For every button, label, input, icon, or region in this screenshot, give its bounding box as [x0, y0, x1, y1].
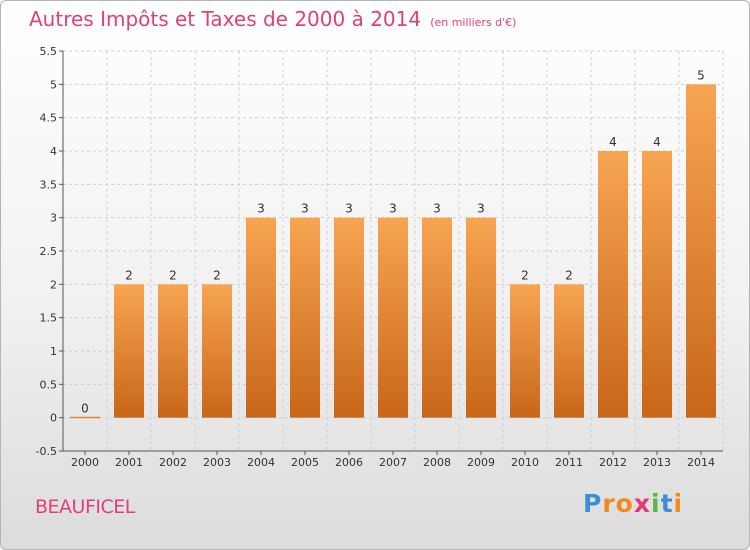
data-label-2000: 0	[81, 402, 89, 416]
data-label-2001: 2	[125, 268, 133, 282]
logo-letter: t	[660, 489, 674, 518]
bar-2013	[642, 151, 672, 418]
y-tick-label: 2	[50, 278, 57, 291]
title-row: Autres Impôts et Taxes de 2000 à 2014 (e…	[29, 7, 516, 31]
x-tick-label-2001: 2001	[115, 456, 143, 469]
bar-2014	[686, 84, 716, 418]
bar-2004	[246, 217, 276, 418]
y-tick-label: 5.5	[40, 45, 58, 58]
data-label-2002: 2	[169, 268, 177, 282]
location-name: BEAUFICEL	[35, 496, 135, 518]
chart-unit-note: (en milliers d'€)	[430, 16, 517, 29]
logo-letter: i	[651, 489, 661, 518]
y-tick-label: 1	[50, 345, 57, 358]
y-tick-label: 0.5	[40, 378, 58, 391]
x-tick-label-2009: 2009	[467, 456, 495, 469]
y-tick-label: 0	[50, 412, 57, 425]
x-tick-label-2004: 2004	[247, 456, 275, 469]
bar-2001	[114, 284, 144, 418]
data-label-2011: 2	[565, 268, 573, 282]
y-tick-label: 4	[50, 145, 57, 158]
label-layer: 0 2 2 2 3 3 3 3 3 3 2 2 4 4 5	[81, 68, 705, 415]
data-label-2004: 3	[257, 202, 265, 216]
bar-2003	[202, 284, 232, 418]
x-tick-label-2010: 2010	[511, 456, 539, 469]
x-tick-label-2008: 2008	[423, 456, 451, 469]
data-label-2014: 5	[697, 68, 705, 82]
data-label-2006: 3	[345, 202, 353, 216]
x-tick-label-2012: 2012	[599, 456, 627, 469]
bar-2006	[334, 217, 364, 418]
x-tick-label-2011: 2011	[555, 456, 583, 469]
data-label-2005: 3	[301, 202, 309, 216]
bar-2012	[598, 151, 628, 418]
bar-2005	[290, 217, 320, 418]
bar-2002	[158, 284, 188, 418]
data-label-2010: 2	[521, 268, 529, 282]
data-label-2013: 4	[653, 135, 661, 149]
y-tick-label: 3.5	[40, 178, 58, 191]
x-tick-label-2000: 2000	[71, 456, 99, 469]
logo-letter: r	[602, 489, 616, 518]
x-tick-label-2013: 2013	[643, 456, 671, 469]
data-label-2007: 3	[389, 202, 397, 216]
chart-title: Autres Impôts et Taxes de 2000 à 2014	[29, 7, 422, 31]
data-label-2003: 2	[213, 268, 221, 282]
axis-layer: -0.5 0 0.5 1 1.5 2 2.5 3 3.5 4 4.5 5 5.5 2000 2001 2002…	[36, 45, 723, 469]
y-tick-label: 5	[50, 78, 57, 91]
x-tick-label-2006: 2006	[335, 456, 363, 469]
logo-letter: P	[583, 489, 603, 518]
y-tick-label: 1.5	[40, 312, 58, 325]
logo-letter: o	[615, 489, 634, 518]
logo-letter: x	[633, 489, 651, 518]
bar-2010	[510, 284, 540, 418]
y-tick-label: 3	[50, 212, 57, 225]
x-tick-label-2005: 2005	[291, 456, 319, 469]
bar-layer	[70, 84, 716, 419]
data-label-2009: 3	[477, 202, 485, 216]
data-label-2012: 4	[609, 135, 617, 149]
x-tick-label-2002: 2002	[159, 456, 187, 469]
y-tick-label: 4.5	[40, 112, 58, 125]
y-tick-label: 2.5	[40, 245, 58, 258]
bar-2011	[554, 284, 584, 418]
bar-2009	[466, 217, 496, 418]
x-tick-label-2003: 2003	[203, 456, 231, 469]
bar-2000	[70, 416, 100, 419]
x-tick-label-2014: 2014	[687, 456, 715, 469]
bar-2008	[422, 217, 452, 418]
bar-2007	[378, 217, 408, 418]
logo-letter: i	[673, 489, 684, 518]
data-label-2008: 3	[433, 202, 441, 216]
proxiti-logo: Proxiti	[583, 489, 683, 518]
y-tick-label: -0.5	[36, 445, 57, 458]
x-tick-label-2007: 2007	[379, 456, 407, 469]
